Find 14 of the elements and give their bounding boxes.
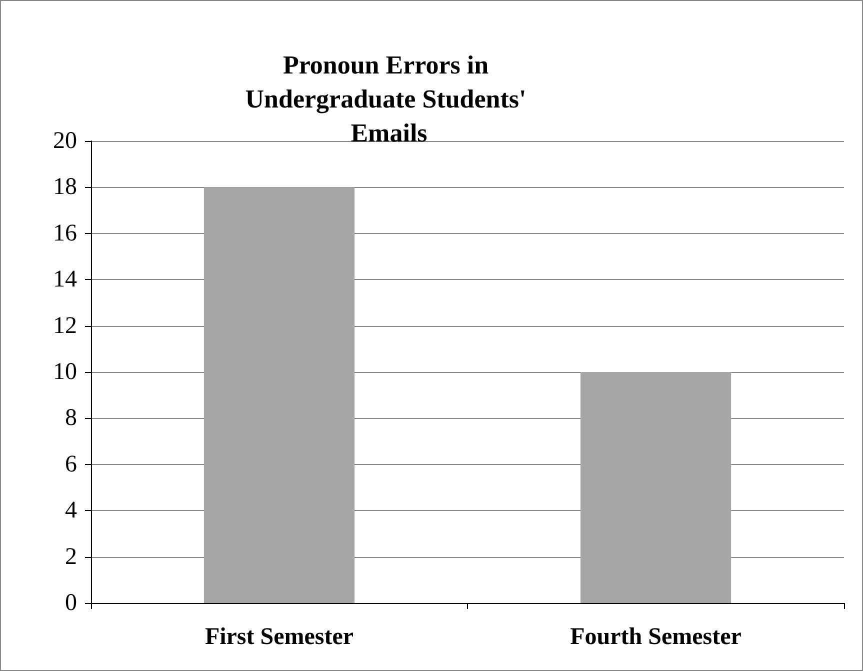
y-tick-label: 2 (65, 544, 77, 570)
y-tick-label: 8 (65, 405, 77, 432)
x-tick-label: Fourth Semester (570, 624, 742, 650)
y-tick-label: 14 (53, 266, 77, 293)
y-tick-label: 16 (53, 220, 77, 246)
y-tick-label: 6 (65, 451, 77, 478)
y-tick-label: 0 (65, 590, 77, 616)
y-tick-label: 12 (53, 312, 77, 339)
chart-title: Pronoun Errors in Undergraduate Students' Emails (245, 50, 533, 148)
x-tick-label: First Semester (204, 624, 354, 650)
y-tick-label: 18 (53, 174, 77, 200)
y-tick-label: 20 (53, 128, 77, 154)
y-tick-label: 4 (65, 498, 77, 524)
y-tick-label: 10 (53, 359, 77, 385)
